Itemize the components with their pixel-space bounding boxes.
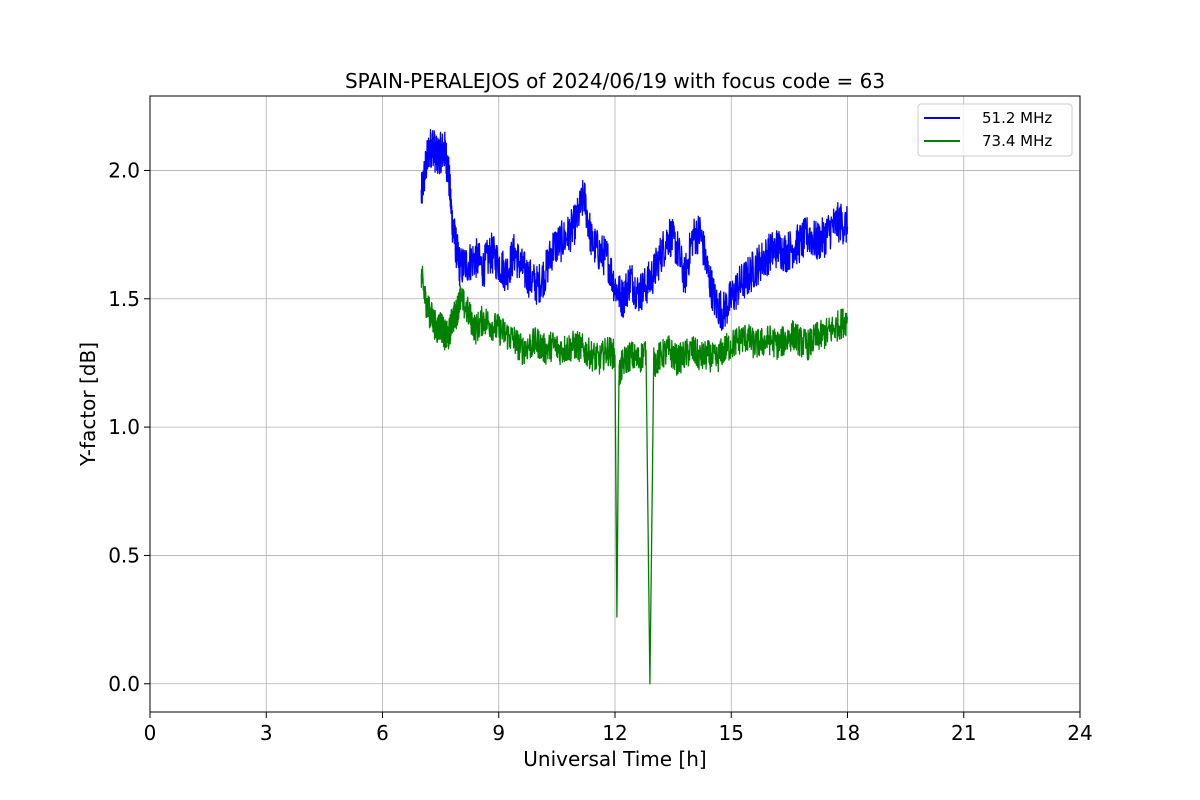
plot-area bbox=[420, 129, 849, 685]
x-tick-label: 0 bbox=[144, 721, 157, 745]
legend-label-73mhz: 73.4 MHz bbox=[982, 132, 1052, 150]
x-tick-label: 6 bbox=[376, 721, 389, 745]
y-tick-label: 2.0 bbox=[108, 158, 140, 182]
y-axis-label: Y-factor [dB] bbox=[76, 342, 100, 467]
x-axis: 0 3 6 9 12 15 18 21 24 bbox=[144, 712, 1093, 745]
series-line-73mhz bbox=[420, 265, 849, 685]
chart-title: SPAIN-PERALEJOS of 2024/06/19 with focus… bbox=[345, 69, 885, 93]
legend-label-51mhz: 51.2 MHz bbox=[982, 109, 1052, 127]
x-tick-label: 3 bbox=[260, 721, 273, 745]
x-axis-label: Universal Time [h] bbox=[523, 747, 706, 771]
y-tick-label: 1.5 bbox=[108, 287, 140, 311]
y-tick-label: 0.0 bbox=[108, 672, 140, 696]
x-tick-label: 18 bbox=[835, 721, 860, 745]
x-tick-label: 12 bbox=[602, 721, 627, 745]
y-tick-label: 0.5 bbox=[108, 543, 140, 567]
series-line-51mhz bbox=[420, 129, 849, 331]
legend: 51.2 MHz 73.4 MHz bbox=[917, 103, 1073, 157]
x-tick-label: 24 bbox=[1067, 721, 1092, 745]
x-tick-label: 9 bbox=[492, 721, 505, 745]
x-tick-label: 15 bbox=[719, 721, 744, 745]
y-tick-label: 1.0 bbox=[108, 415, 140, 439]
x-tick-label: 21 bbox=[951, 721, 976, 745]
y-axis: 0.0 0.5 1.0 1.5 2.0 bbox=[108, 158, 150, 696]
